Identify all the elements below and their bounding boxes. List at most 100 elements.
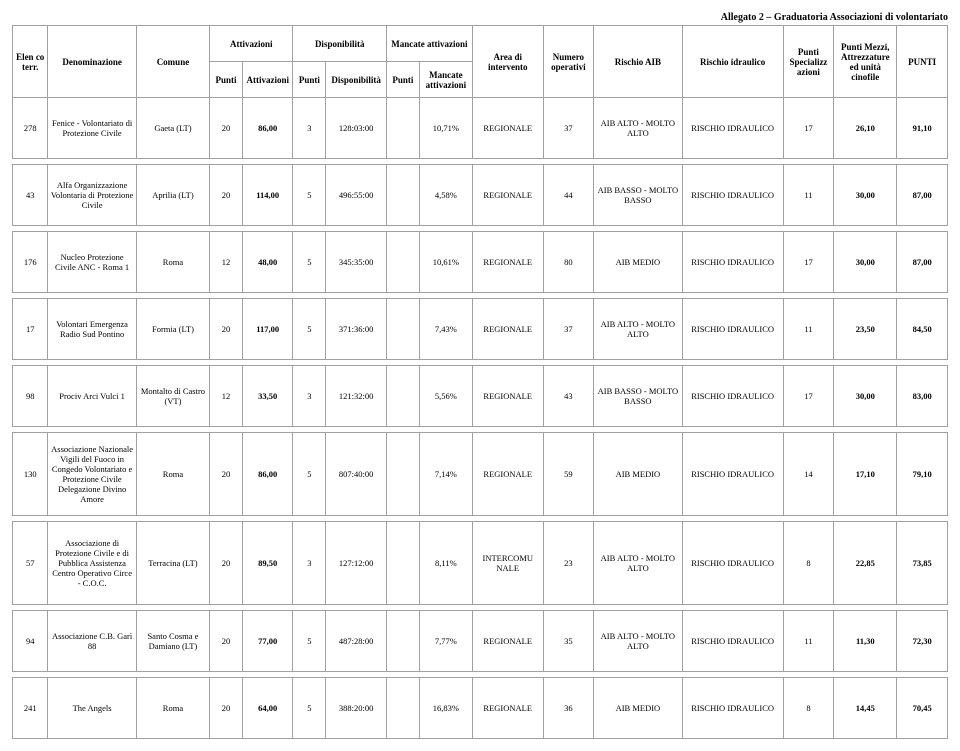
cell-ridr: RISCHIO IDRAULICO <box>682 522 783 605</box>
cell-comune: Terracina (LT) <box>136 522 209 605</box>
cell-ridr: RISCHIO IDRAULICO <box>682 232 783 293</box>
cell-denom: Associazione Nazionale Vigili del Fuoco … <box>48 433 136 516</box>
cell-numop: 37 <box>543 98 594 159</box>
cell-mezz: 30,00 <box>834 165 897 226</box>
cell-raib: AIB ALTO - MOLTO ALTO <box>594 522 682 605</box>
cell-ridr: RISCHIO IDRAULICO <box>682 366 783 427</box>
cell-denom: Associazione di Protezione Civile e di P… <box>48 522 136 605</box>
cell-pt1: 20 <box>210 611 243 672</box>
cell-disp: 388:20:00 <box>326 678 387 739</box>
cell-elen: 278 <box>13 98 48 159</box>
cell-area: REGIONALE <box>472 433 543 516</box>
cell-punti: 84,50 <box>897 299 948 360</box>
cell-disp: 128:03:00 <box>326 98 387 159</box>
col-disp: Disponibilità <box>326 62 387 98</box>
table-header: Elen co terr. Denominazione Comune Attiv… <box>13 26 948 98</box>
cell-mezz: 30,00 <box>834 366 897 427</box>
cell-ridr: RISCHIO IDRAULICO <box>682 299 783 360</box>
cell-pt1: 20 <box>210 98 243 159</box>
cell-mezz: 17,10 <box>834 433 897 516</box>
cell-punti: 70,45 <box>897 678 948 739</box>
cell-ridr: RISCHIO IDRAULICO <box>682 611 783 672</box>
page-title: Allegato 2 – Graduatoria Associazioni di… <box>12 12 948 23</box>
col-attiv: Attivazioni <box>242 62 293 98</box>
cell-denom: Alfa Organizzazione Volontaria di Protez… <box>48 165 136 226</box>
cell-area: REGIONALE <box>472 366 543 427</box>
cell-ridr: RISCHIO IDRAULICO <box>682 165 783 226</box>
table-row: 57Associazione di Protezione Civile e di… <box>13 522 948 605</box>
col-ridr: Rischio idraulico <box>682 26 783 98</box>
col-punti: PUNTI <box>897 26 948 98</box>
cell-pt2: 3 <box>293 522 326 605</box>
cell-punti: 73,85 <box>897 522 948 605</box>
cell-raib: AIB BASSO - MOLTO BASSO <box>594 366 682 427</box>
cell-mezz: 23,50 <box>834 299 897 360</box>
cell-pt1: 20 <box>210 299 243 360</box>
cell-mezz: 14,45 <box>834 678 897 739</box>
cell-ridr: RISCHIO IDRAULICO <box>682 433 783 516</box>
cell-spec: 8 <box>783 678 834 739</box>
cell-disp: 121:32:00 <box>326 366 387 427</box>
col-mezz: Punti Mezzi, Attrezzature ed unità cinof… <box>834 26 897 98</box>
cell-numop: 59 <box>543 433 594 516</box>
cell-manc: 7,14% <box>419 433 472 516</box>
cell-spec: 8 <box>783 522 834 605</box>
cell-disp: 487:28:00 <box>326 611 387 672</box>
cell-manc: 10,71% <box>419 98 472 159</box>
table-row: 17Volontari Emergenza Radio Sud PontinoF… <box>13 299 948 360</box>
cell-attiv: 86,00 <box>242 433 293 516</box>
cell-pt1: 20 <box>210 678 243 739</box>
cell-pt2: 5 <box>293 611 326 672</box>
cell-comune: Roma <box>136 433 209 516</box>
cell-numop: 43 <box>543 366 594 427</box>
cell-ridr: RISCHIO IDRAULICO <box>682 678 783 739</box>
cell-raib: AIB ALTO - MOLTO ALTO <box>594 299 682 360</box>
col-area: Area di intervento <box>472 26 543 98</box>
cell-area: REGIONALE <box>472 611 543 672</box>
cell-ridr: RISCHIO IDRAULICO <box>682 98 783 159</box>
cell-raib: AIB ALTO - MOLTO ALTO <box>594 98 682 159</box>
col-pt1: Punti <box>210 62 243 98</box>
cell-disp: 127:12:00 <box>326 522 387 605</box>
cell-mezz: 30,00 <box>834 232 897 293</box>
cell-comune: Aprilia (LT) <box>136 165 209 226</box>
cell-pt3 <box>386 98 419 159</box>
ranking-table: Elen co terr. Denominazione Comune Attiv… <box>12 25 948 739</box>
cell-comune: Roma <box>136 678 209 739</box>
cell-spec: 11 <box>783 611 834 672</box>
table-row: 176Nucleo Protezione Civile ANC - Roma 1… <box>13 232 948 293</box>
col-comune: Comune <box>136 26 209 98</box>
cell-pt1: 20 <box>210 165 243 226</box>
cell-spec: 11 <box>783 299 834 360</box>
col-pt2: Punti <box>293 62 326 98</box>
cell-spec: 17 <box>783 98 834 159</box>
cell-attiv: 77,00 <box>242 611 293 672</box>
cell-comune: Gaeta (LT) <box>136 98 209 159</box>
cell-manc: 10,61% <box>419 232 472 293</box>
cell-numop: 23 <box>543 522 594 605</box>
col-manc-group: Mancate attivazioni <box>386 26 472 62</box>
cell-pt2: 5 <box>293 165 326 226</box>
col-elen: Elen co terr. <box>13 26 48 98</box>
cell-attiv: 86,00 <box>242 98 293 159</box>
cell-manc: 7,43% <box>419 299 472 360</box>
cell-pt2: 5 <box>293 433 326 516</box>
cell-area: REGIONALE <box>472 98 543 159</box>
cell-denom: Fenice - Volontariato di Protezione Civi… <box>48 98 136 159</box>
cell-raib: AIB BASSO - MOLTO BASSO <box>594 165 682 226</box>
cell-punti: 87,00 <box>897 232 948 293</box>
cell-mezz: 22,85 <box>834 522 897 605</box>
cell-punti: 83,00 <box>897 366 948 427</box>
cell-denom: Nucleo Protezione Civile ANC - Roma 1 <box>48 232 136 293</box>
cell-area: REGIONALE <box>472 165 543 226</box>
cell-raib: AIB MEDIO <box>594 433 682 516</box>
cell-pt3 <box>386 165 419 226</box>
table-row: 278Fenice - Volontariato di Protezione C… <box>13 98 948 159</box>
cell-pt2: 3 <box>293 98 326 159</box>
cell-elen: 17 <box>13 299 48 360</box>
cell-punti: 79,10 <box>897 433 948 516</box>
cell-punti: 72,30 <box>897 611 948 672</box>
cell-manc: 16,83% <box>419 678 472 739</box>
table-row: 130Associazione Nazionale Vigili del Fuo… <box>13 433 948 516</box>
cell-spec: 14 <box>783 433 834 516</box>
